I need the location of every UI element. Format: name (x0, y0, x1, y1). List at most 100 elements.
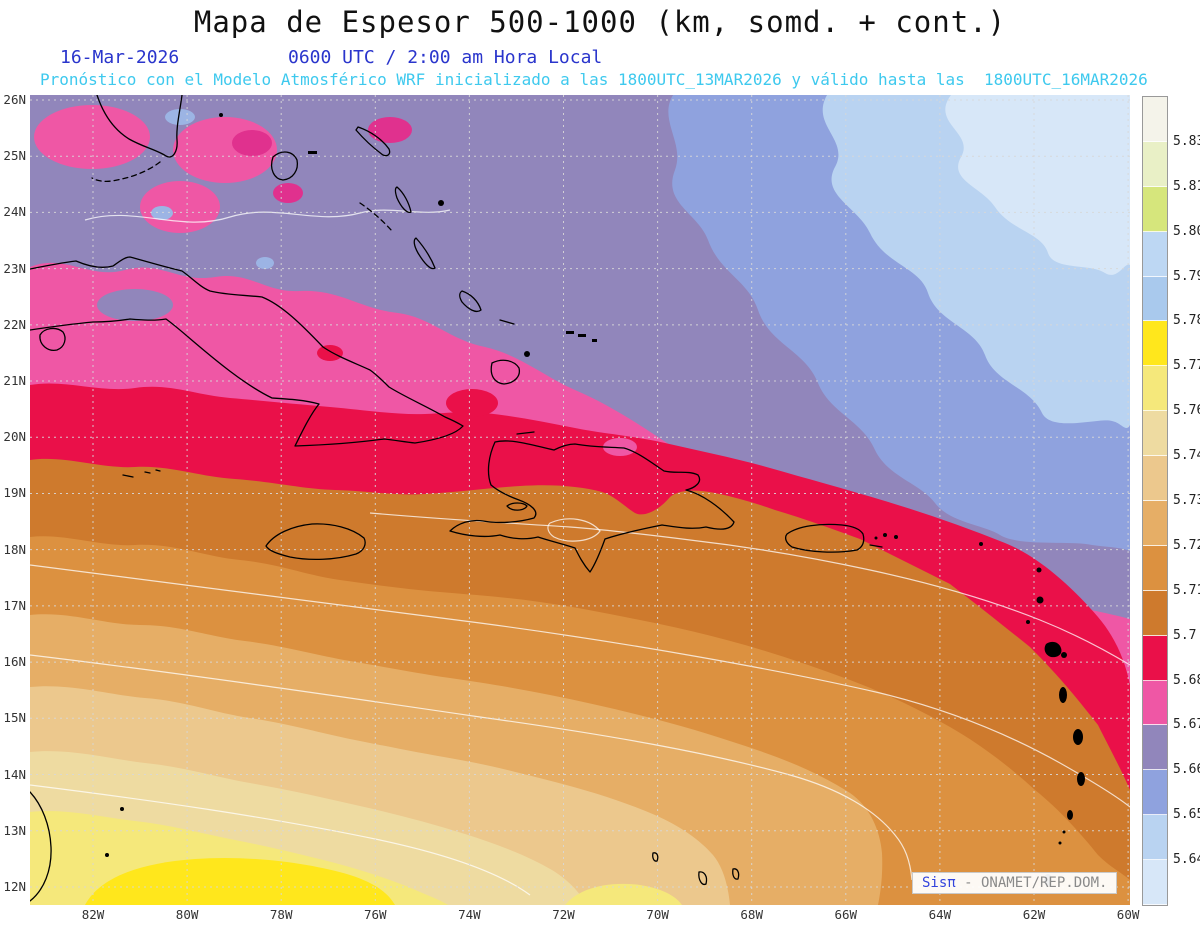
lat-tick-label: 14N (3, 766, 26, 782)
lon-tick-label: 66W (834, 907, 858, 922)
coastline-eleuthera (355, 126, 391, 157)
patch-blue-3 (256, 257, 274, 269)
coastlines (30, 95, 883, 902)
coastline-bonaire (732, 868, 740, 880)
colorbar-tick-label: 5.736 (1173, 493, 1200, 508)
valid-date: 16-Mar-2026 (60, 47, 180, 68)
page-title: Mapa de Espesor 500-1000 (km, somd. + co… (193, 5, 1007, 39)
island-new-providence (308, 151, 317, 154)
contour-line-4 (84, 209, 451, 223)
island-guadeloupe (1044, 641, 1062, 658)
lon-tick-label: 70W (646, 907, 669, 922)
coastline-acklins (459, 290, 482, 313)
colorbar-tick-label: 5.831 (1173, 133, 1200, 149)
forecast-note: Pronóstico con el Modelo Atmosférico WRF… (40, 70, 1148, 89)
island-little-inagua (524, 351, 530, 357)
coastline-curacao (698, 871, 708, 886)
island-st-thomas (883, 533, 887, 537)
patch-pink-3 (140, 181, 220, 233)
lat-tick-label: 20N (3, 429, 26, 445)
lon-tick-label: 68W (740, 907, 763, 922)
band-pale-yellow-blob (565, 883, 682, 905)
lon-tick-label: 82W (81, 907, 105, 922)
lat-tick-label: 19N (3, 485, 26, 501)
coastline-mayaguana (499, 319, 515, 325)
coastline-caymans (122, 469, 161, 478)
colorbar-tick-label: 5.819 (1173, 178, 1200, 194)
colorbar-segment-light-orange (1143, 501, 1167, 546)
colorbar-tick-label: 5.664 (1173, 762, 1200, 778)
colorbar-segment-dark-orange (1143, 590, 1167, 636)
colorbar-tick-label: 5.7 (1173, 627, 1197, 643)
map-area (30, 95, 1130, 905)
coastline-cuba (30, 256, 464, 447)
patch-pink-1 (34, 105, 150, 169)
colorbar-segment-lightest-blue (1143, 860, 1167, 906)
contour-loop-hispaniola (547, 518, 601, 542)
lat-tick-label: 26N (3, 92, 26, 107)
island-martinique (1073, 729, 1083, 745)
lat-tick-label: 18N (3, 541, 26, 557)
coastline-isla-juventud (39, 327, 66, 351)
colorbar-tick-label: 5.724 (1173, 537, 1200, 553)
island-providencia (120, 807, 124, 811)
lon-tick-label: 60W (1116, 907, 1140, 922)
island-grenadines-2 (1058, 841, 1062, 845)
patch-blue-2 (151, 206, 173, 220)
coastline-aruba (652, 852, 659, 862)
lat-tick-label: 15N (3, 710, 26, 726)
lon-tick-label: 76W (364, 907, 387, 922)
colorbar-tick-label: 5.76 (1173, 403, 1200, 419)
colorbar-segment-yellow (1143, 321, 1167, 367)
coastline-great-inagua (490, 359, 521, 385)
coastline-nicaragua (30, 791, 52, 902)
island-st-lucia (1077, 772, 1085, 786)
island-barbuda (1036, 567, 1042, 573)
island-turks (592, 339, 597, 342)
patch-pink-in-red (603, 438, 637, 456)
patch-magenta-1 (232, 130, 272, 156)
coastline-hispaniola (449, 440, 735, 573)
colorbar-tick-label: 5.652 (1173, 807, 1200, 823)
patch-magenta-2 (273, 183, 303, 203)
colorbar-segment-light-blue-2 (1143, 276, 1167, 322)
island-dominica (1059, 687, 1067, 703)
watermark: Sisπ - ONAMET/REP.DOM. (912, 872, 1118, 894)
patch-red-east-cuba (446, 389, 498, 417)
contour-patches (34, 105, 637, 456)
contour-bands (30, 95, 1130, 905)
lon-tick-label: 64W (928, 907, 952, 922)
colorbar-tick-label: 5.783 (1173, 313, 1200, 329)
lat-tick-label: 24N (3, 204, 26, 220)
colorbar-segment-yellow-green (1143, 186, 1167, 232)
colorbar-segment-red (1143, 635, 1167, 681)
colorbar-tick-label: 5.64 (1173, 852, 1200, 868)
lon-tick-label: 80W (175, 907, 199, 922)
island-montserrat (1026, 620, 1030, 624)
coastline-florida (96, 95, 183, 158)
contour-line-3 (369, 512, 1130, 666)
contour-line-5 (30, 784, 531, 896)
lat-tick-label: 22N (3, 316, 26, 332)
coastline-long-island (413, 237, 436, 270)
lon-tick-label: 74W (458, 907, 481, 922)
coastline-exuma-chain (359, 202, 393, 232)
island-st-vincent (1067, 810, 1073, 820)
colorbar-segment-white (1143, 97, 1167, 142)
lon-tick-label: 78W (269, 907, 293, 922)
colorbar-segment-light-blue (1143, 231, 1167, 277)
colorbar-segment-pink (1143, 680, 1167, 726)
colorbar-tick-label: 5.772 (1173, 358, 1200, 374)
colorbar-tick-label: 5.688 (1173, 672, 1200, 688)
island-tortola (894, 535, 898, 539)
island-culebra (874, 536, 878, 540)
island-grande-terre (1061, 652, 1067, 658)
island-caicos-1 (566, 331, 574, 334)
colorbar-segment-orange (1143, 545, 1167, 591)
patch-magenta-3 (368, 117, 412, 143)
lat-tick-label: 13N (3, 822, 26, 838)
island-bimini (219, 113, 223, 117)
colorbar-tick-label: 5.712 (1173, 582, 1200, 598)
patch-purple-2 (326, 199, 394, 231)
contour-line-2 (30, 654, 913, 881)
